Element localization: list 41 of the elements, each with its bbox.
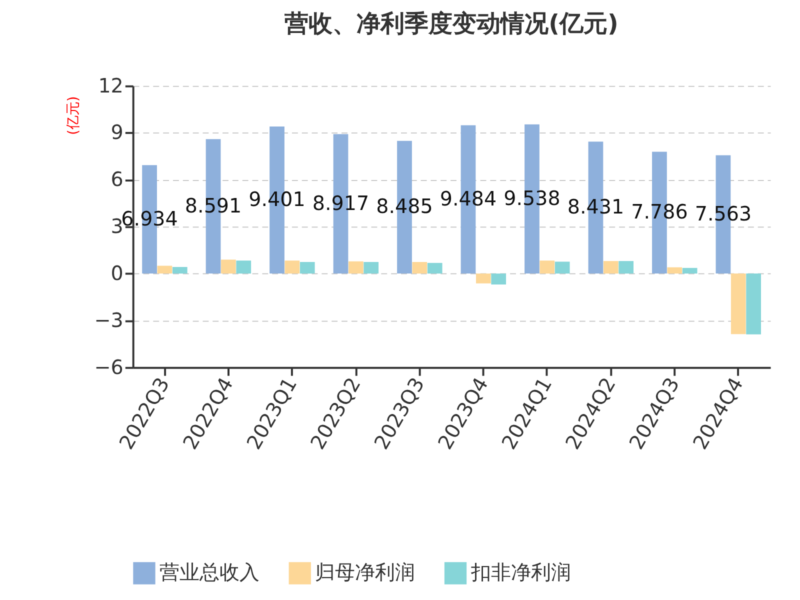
bar: [540, 260, 555, 274]
bar: [427, 262, 442, 274]
y-tick-label: 0: [110, 262, 124, 285]
data-label: 8.485: [376, 195, 433, 218]
legend-label: 扣非净利润: [470, 561, 571, 584]
data-label: 8.591: [184, 194, 242, 218]
bar: [730, 274, 746, 334]
data-label: 7.563: [694, 202, 752, 226]
bar: [172, 266, 188, 274]
data-label: 8.431: [567, 196, 624, 219]
bar: [476, 274, 491, 284]
bar: [221, 260, 236, 274]
y-tick-label: 12: [98, 74, 124, 98]
legend-label: 营业总收入: [160, 561, 260, 584]
bar: [618, 261, 634, 274]
y-tick-label: −3: [94, 308, 124, 332]
y-tick-label: −6: [94, 356, 124, 379]
legend-label: 归母净利润: [315, 561, 416, 584]
data-label: 9.401: [248, 188, 306, 211]
data-label: 9.484: [440, 187, 497, 210]
bar: [412, 262, 428, 274]
bar: [603, 261, 618, 274]
bar: [300, 262, 315, 274]
bar: [554, 262, 570, 274]
bar: [491, 274, 506, 284]
data-label: 9.538: [504, 186, 560, 210]
data-label: 7.786: [631, 200, 688, 224]
y-tick-label: 9: [110, 121, 124, 144]
data-label: 8.917: [312, 192, 370, 215]
y-tick-label: 3: [110, 215, 124, 238]
bar: [682, 268, 698, 274]
y-axis-title: (亿元): [65, 96, 82, 136]
bar: [157, 266, 172, 274]
chart-title: 营收、净利季度变动情况(亿元): [284, 9, 618, 38]
bar: [746, 274, 761, 334]
bar: [348, 261, 364, 274]
bar: [284, 260, 300, 274]
bar: [667, 267, 682, 274]
bar: [236, 260, 252, 274]
bar: [364, 262, 379, 274]
y-tick-label: 6: [110, 168, 124, 192]
